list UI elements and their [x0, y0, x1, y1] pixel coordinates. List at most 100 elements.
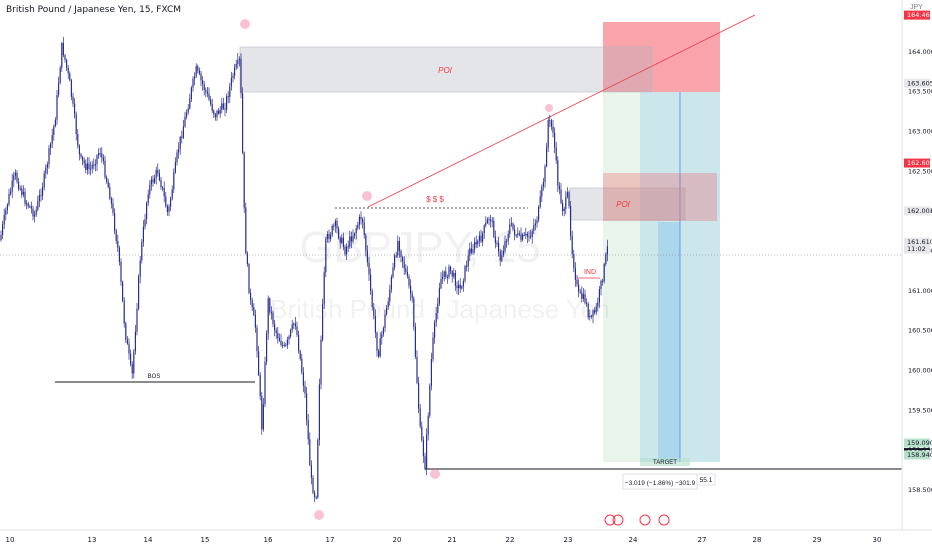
candle-body	[536, 220, 538, 224]
candle-body	[184, 116, 186, 127]
candle-body	[560, 189, 562, 203]
candle-body	[104, 160, 106, 178]
candle-body	[528, 236, 530, 238]
candle-body	[142, 226, 144, 242]
candle-body	[118, 247, 120, 262]
candle-body	[363, 222, 365, 236]
price-tick-label: 162.500	[908, 167, 932, 175]
time-tick-label: 29	[813, 536, 822, 544]
candle-body	[211, 104, 213, 111]
candle-body	[411, 294, 413, 299]
candle-body	[130, 353, 132, 364]
candle-body	[584, 294, 586, 303]
candle-body	[46, 164, 48, 168]
candle-body	[139, 260, 141, 277]
candle-body	[141, 242, 143, 261]
pivot-marker	[362, 191, 372, 201]
candle-body	[86, 163, 88, 170]
candle-body	[558, 185, 560, 190]
candle-body	[194, 76, 196, 79]
candle-body	[474, 241, 476, 250]
candle-body	[533, 225, 535, 231]
candle-body	[402, 257, 404, 262]
candle-body	[256, 327, 258, 352]
candle-body	[272, 312, 274, 324]
candle-body	[378, 350, 380, 357]
take-profit-zone[interactable]	[603, 92, 720, 462]
candle-body	[334, 221, 336, 226]
candle-body	[326, 233, 328, 240]
price-tag-label: 159.090	[907, 439, 932, 447]
candle-body	[518, 233, 520, 235]
price-tag	[904, 450, 930, 460]
candle-body	[181, 136, 183, 138]
candle-body	[322, 304, 324, 340]
trend-line[interactable]	[367, 14, 756, 208]
time-tick-label: 17	[326, 536, 335, 544]
candle-body	[110, 198, 112, 204]
candle-body	[133, 351, 135, 374]
target-tag	[640, 458, 690, 466]
candle-body	[317, 440, 319, 498]
candle-body	[318, 384, 320, 440]
candle-body	[491, 220, 493, 222]
candle-body	[514, 229, 516, 236]
candle-body	[347, 246, 349, 248]
candle-body	[251, 300, 253, 308]
candle-body	[168, 206, 170, 212]
candle-body	[16, 172, 18, 182]
candle-body	[224, 108, 226, 110]
candle-body	[451, 271, 453, 277]
candle-body	[475, 241, 477, 245]
price-axis[interactable]: 164.000163.500163.000162.500162.000161.5…	[908, 48, 932, 494]
candle-body	[269, 298, 271, 313]
candle-body	[304, 385, 306, 394]
candle-body	[61, 43, 63, 68]
candle-body	[576, 279, 578, 285]
candle-body	[515, 235, 517, 237]
candle-body	[602, 280, 604, 282]
time-tick-label: 20	[393, 536, 402, 544]
target-label: TARGET	[653, 460, 677, 466]
candle-body	[565, 196, 567, 209]
candle-body	[214, 114, 216, 118]
candle-body	[568, 192, 570, 206]
candle-body	[149, 184, 151, 195]
candle-body	[482, 233, 484, 242]
candle-body	[550, 120, 552, 127]
candle-body	[555, 147, 557, 161]
price-tick-label: 159.500	[908, 406, 932, 414]
candle-body	[56, 95, 58, 120]
event-icons[interactable]	[604, 514, 670, 526]
candle-body	[106, 177, 108, 182]
candle-body	[486, 219, 488, 223]
candle-body	[496, 242, 498, 244]
candle-body	[195, 66, 197, 77]
candle-body	[427, 415, 429, 435]
poi-zone-lower[interactable]	[569, 187, 686, 221]
candle-body	[190, 87, 192, 99]
candle-body	[566, 192, 568, 197]
candle-body	[389, 289, 391, 302]
candle-body	[541, 186, 543, 197]
candle-body	[0, 234, 2, 240]
candle-body	[290, 330, 292, 337]
candle-body	[123, 300, 125, 324]
candle-body	[466, 266, 468, 267]
candle-body	[490, 219, 492, 221]
candle-body	[594, 310, 596, 313]
candle-body	[59, 67, 61, 83]
candle-body	[595, 306, 597, 313]
candle-body	[454, 273, 456, 286]
measure-extra-label: 55.1	[700, 477, 713, 484]
candle-body	[128, 343, 130, 354]
candle-body	[131, 363, 133, 374]
liquidity-label: $ $ $	[426, 195, 444, 204]
time-axis[interactable]: 10 13 14 15 16 17 20 21 22 23 24 27 28 29 30	[6, 536, 882, 544]
candle-body	[146, 203, 148, 220]
candle-body	[69, 73, 71, 81]
candle-body	[64, 55, 66, 60]
poi-label-upper: POI	[438, 66, 453, 75]
poi-zone-upper[interactable]	[239, 46, 653, 93]
